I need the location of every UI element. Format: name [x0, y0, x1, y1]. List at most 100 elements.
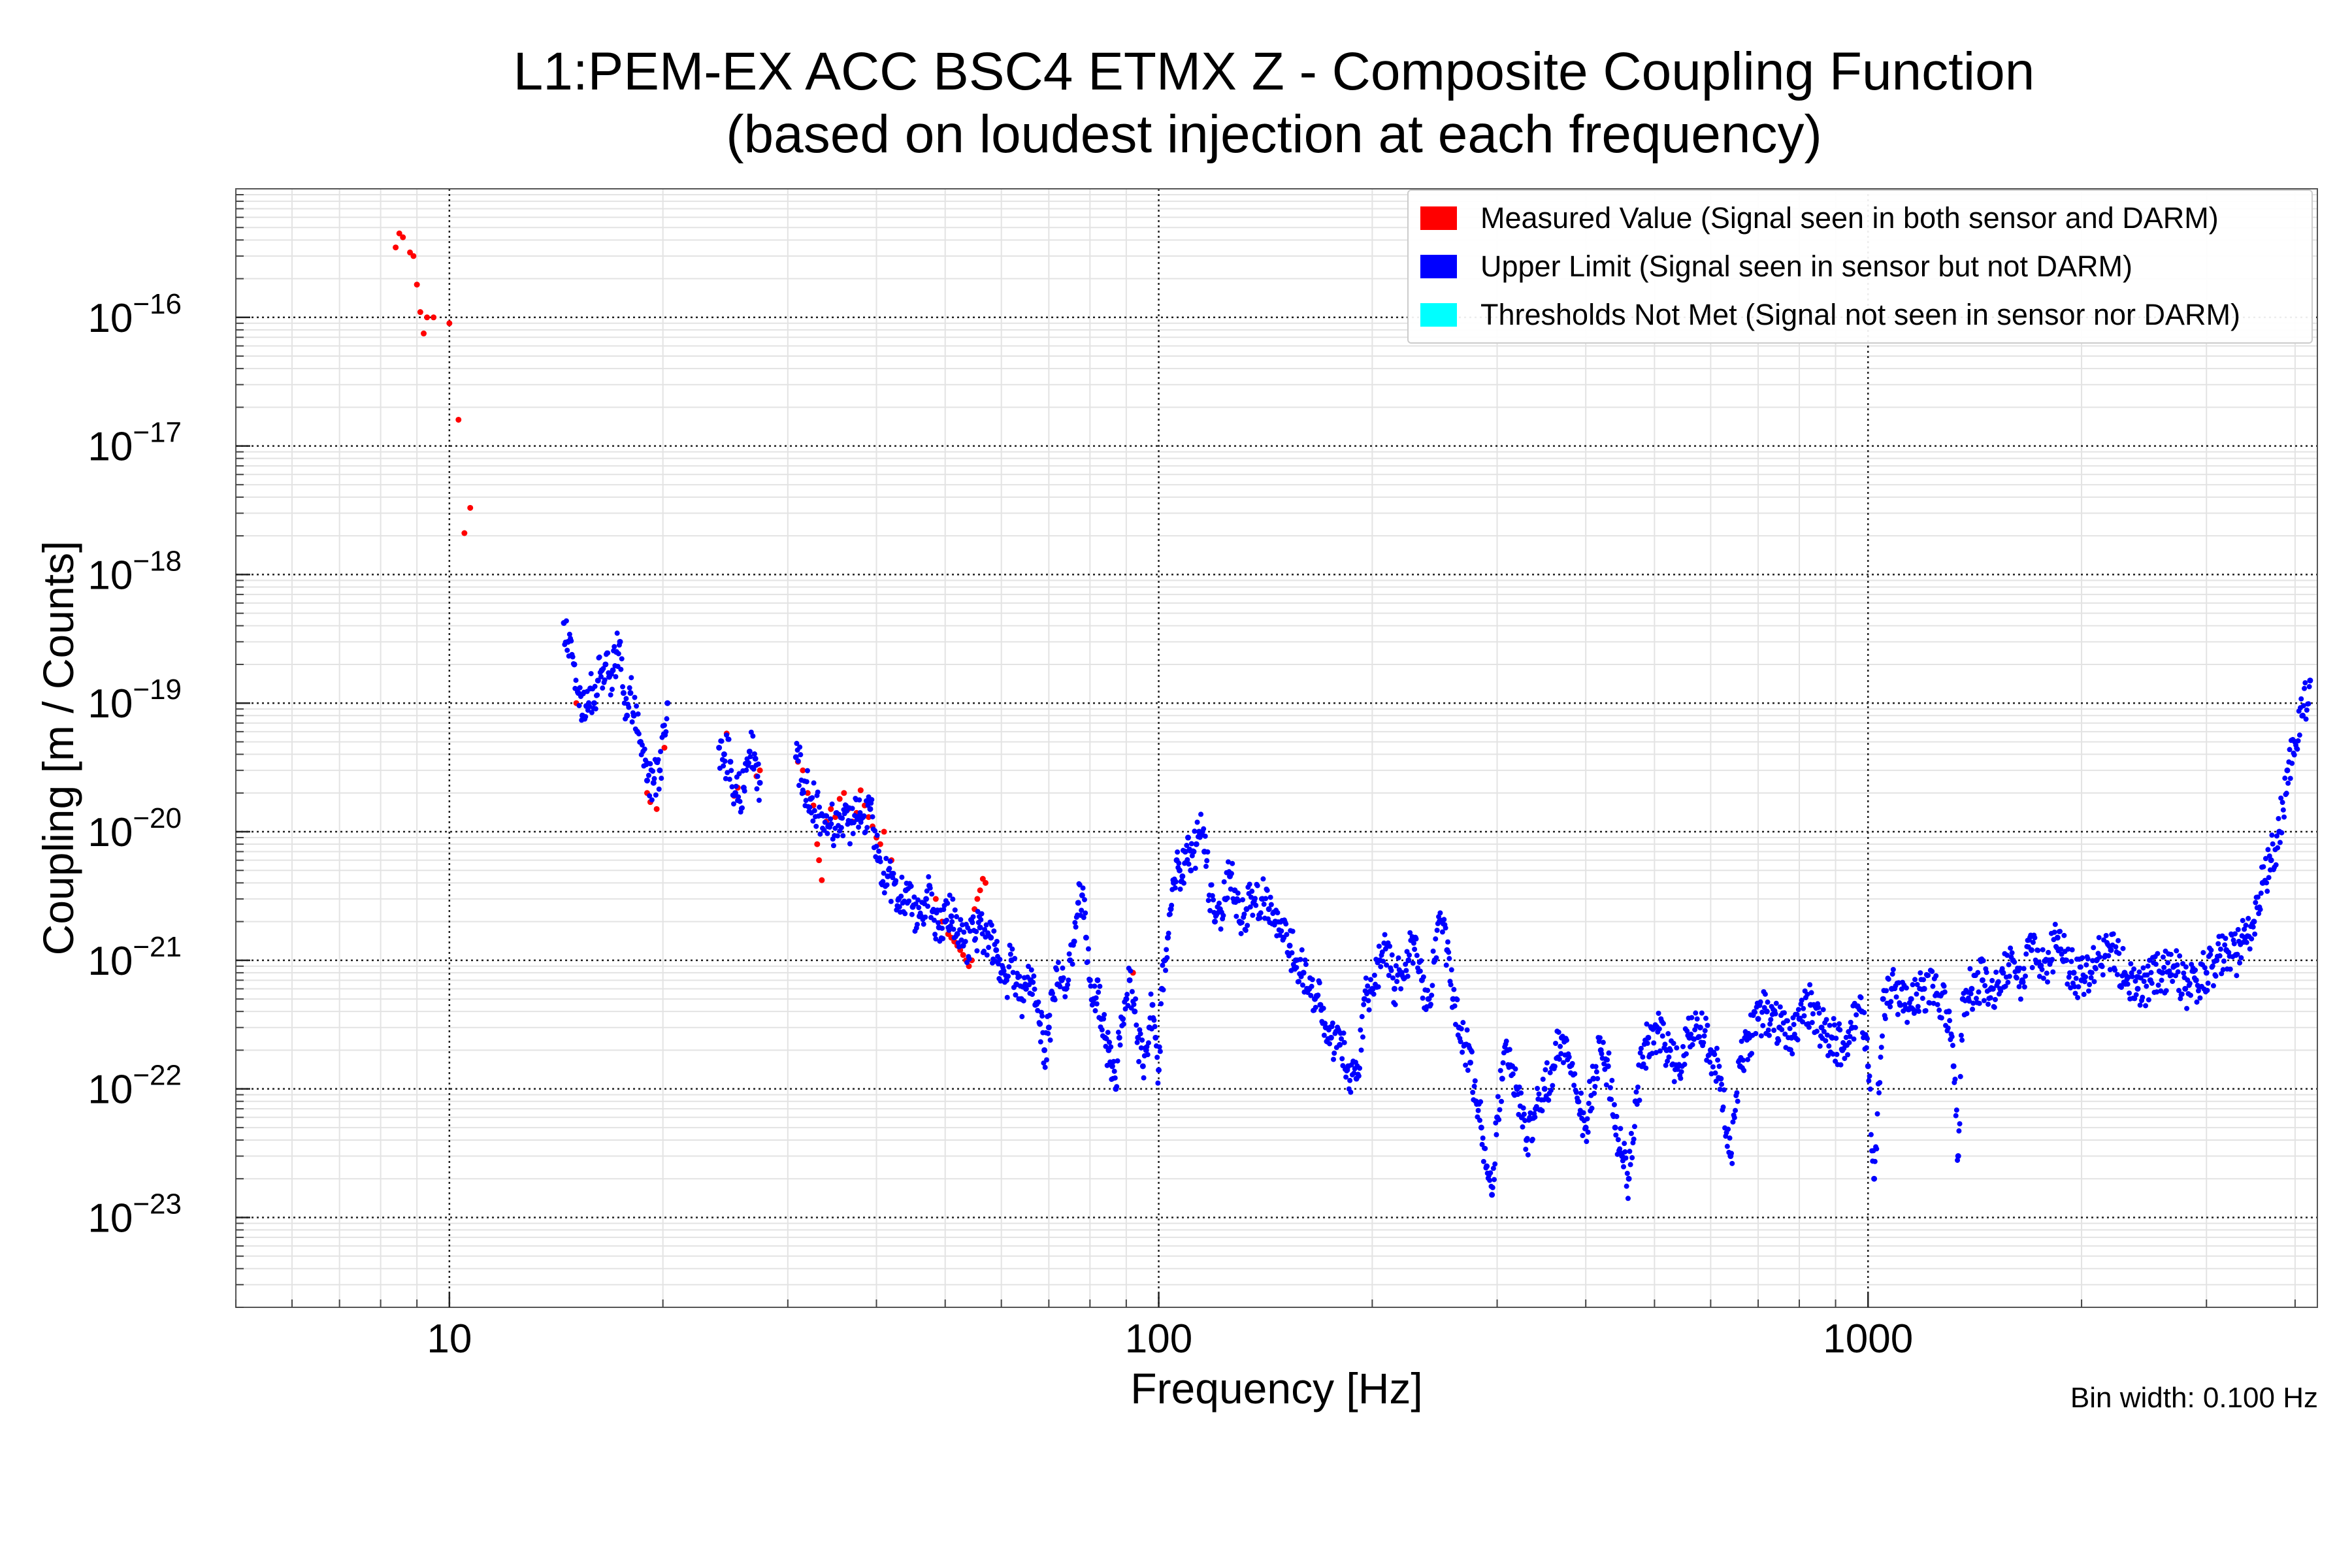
data-point: [2093, 966, 2099, 972]
data-point: [1097, 983, 1103, 989]
data-point: [2064, 957, 2070, 963]
data-point: [461, 530, 468, 536]
data-point: [1047, 1013, 1053, 1019]
data-point: [2141, 979, 2147, 985]
data-point: [1625, 1196, 1631, 1201]
data-point: [1378, 964, 1384, 970]
data-point: [1667, 1047, 1673, 1053]
data-point: [1645, 1034, 1652, 1041]
data-point: [1789, 1051, 1795, 1056]
data-point: [1387, 943, 1393, 949]
data-point: [2184, 1005, 2190, 1011]
data-point: [2208, 947, 2214, 953]
data-point: [1240, 897, 1246, 903]
data-point: [1302, 957, 1308, 963]
data-point: [1493, 1120, 1499, 1126]
data-point: [1831, 1016, 1837, 1022]
data-point: [2125, 981, 2131, 987]
data-point: [1101, 1016, 1107, 1022]
data-point: [1809, 1020, 1815, 1026]
data-point: [1546, 1097, 1552, 1103]
data-point: [2050, 956, 2055, 962]
data-point: [1218, 926, 1224, 932]
data-point: [1968, 985, 1975, 992]
data-point: [736, 794, 742, 800]
data-point: [722, 759, 728, 764]
data-point: [1158, 1001, 1164, 1007]
data-point: [1045, 1024, 1052, 1031]
data-point: [1357, 1066, 1363, 1071]
data-point: [1776, 1037, 1782, 1043]
data-point: [1343, 1074, 1349, 1080]
data-point: [1524, 1135, 1530, 1141]
data-point: [1846, 1029, 1852, 1035]
chart-title-line-1: L1:PEM-EX ACC BSC4 ETMX Z - Composite Co…: [513, 42, 2035, 101]
data-point: [1749, 1051, 1755, 1056]
data-point: [2014, 975, 2019, 981]
data-point: [624, 712, 630, 719]
data-point: [1079, 892, 1085, 898]
data-point: [1624, 1183, 1629, 1189]
x-tick-labels: 10 100 1000: [427, 1316, 1913, 1362]
data-point: [747, 754, 753, 760]
data-point: [825, 830, 830, 836]
data-point: [925, 904, 931, 909]
data-point: [1914, 991, 1919, 997]
data-point: [1915, 1004, 1921, 1009]
data-point: [1694, 1016, 1700, 1022]
data-point: [2085, 956, 2091, 962]
data-point: [1593, 1069, 1599, 1075]
data-point: [653, 806, 660, 812]
data-point: [1019, 1014, 1025, 1020]
data-point: [884, 882, 890, 888]
data-point: [1429, 983, 1435, 988]
data-point: [1425, 987, 1431, 993]
data-point: [1541, 1097, 1546, 1103]
data-point: [1134, 1022, 1139, 1028]
data-point: [1707, 1059, 1713, 1065]
data-point: [417, 309, 423, 316]
data-point: [1245, 923, 1250, 928]
data-point: [994, 938, 1000, 944]
data-point: [1510, 1071, 1516, 1077]
data-point: [1916, 1008, 1921, 1014]
data-point: [1903, 985, 1909, 991]
data-point: [2250, 924, 2256, 930]
data-point: [811, 780, 817, 786]
data-point: [1730, 1119, 1736, 1125]
data-point: [824, 813, 830, 819]
data-point: [1665, 1058, 1671, 1064]
y-tick-label: 10−17: [88, 417, 182, 470]
data-point: [1625, 1175, 1632, 1182]
data-point: [1066, 977, 1071, 983]
data-point: [946, 927, 952, 933]
data-point: [1787, 1026, 1793, 1032]
data-point: [1635, 1085, 1641, 1090]
data-point: [978, 917, 984, 923]
data-point: [1795, 1007, 1801, 1013]
data-point: [2072, 984, 2078, 990]
data-point: [657, 767, 663, 774]
data-point: [1388, 968, 1394, 973]
data-point: [610, 667, 616, 674]
data-point: [874, 843, 879, 849]
data-point: [1955, 1153, 1961, 1160]
data-point: [1889, 971, 1895, 977]
data-point: [1303, 962, 1309, 968]
data-point: [1250, 912, 1256, 918]
data-point: [592, 683, 598, 689]
data-point: [1347, 1077, 1353, 1083]
data-point: [2295, 746, 2300, 752]
legend: Measured Value (Signal seen in both sens…: [1407, 189, 2313, 344]
data-point: [1925, 972, 1931, 978]
data-point: [1028, 967, 1034, 973]
data-point: [807, 804, 813, 810]
data-point: [1253, 902, 1259, 908]
data-point: [2008, 945, 2014, 951]
data-point: [1166, 930, 1171, 936]
data-point: [1080, 885, 1086, 891]
data-point: [957, 927, 963, 933]
data-point: [1275, 909, 1281, 915]
data-point: [800, 767, 806, 774]
